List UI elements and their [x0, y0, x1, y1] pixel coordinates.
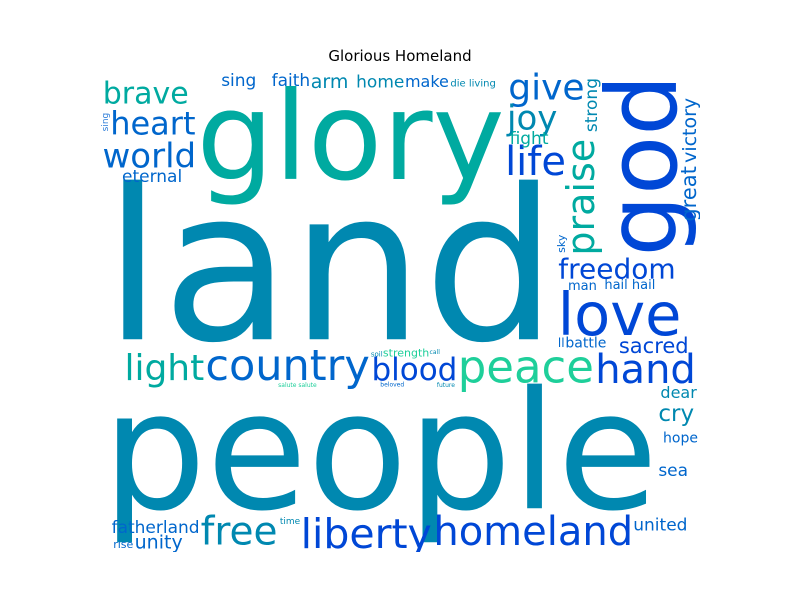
word-people-1: people: [102, 356, 658, 547]
word-god-6: god: [586, 74, 699, 257]
word-sing-42: sing: [221, 72, 256, 91]
word-land-0: land: [104, 144, 557, 389]
word-die-living-52: die living: [450, 78, 495, 89]
word-call-82: call: [430, 349, 441, 356]
word-joy-30: joy: [506, 98, 557, 138]
word-hope-58: hope: [663, 430, 698, 446]
word-soil-74: soil: [371, 350, 383, 358]
word-fatherland-11: fatherland: [112, 518, 200, 538]
word-freedom-13: freedom: [558, 253, 675, 286]
word-hail-hail-51: hail hail: [604, 278, 655, 293]
word-praise-21: praise: [559, 139, 603, 256]
word-great-43: great: [677, 166, 700, 222]
word-light-25: light: [124, 348, 204, 389]
word-hand-16: hand: [595, 347, 696, 393]
word-rise-61: rise: [113, 538, 133, 551]
word-brave-23: brave: [103, 77, 189, 112]
word-victory-39: victory: [679, 98, 700, 163]
word-future-75: future: [437, 382, 455, 389]
word-glory-2: glory: [196, 72, 504, 208]
word-time-60: time: [280, 517, 301, 527]
word-cry-32: cry: [658, 401, 694, 427]
word-world-12: world: [103, 137, 197, 177]
word-heart-7: heart: [110, 105, 195, 143]
word-arm-29: arm: [311, 72, 349, 93]
word-love-8: love: [558, 280, 682, 349]
word-sacred-19: sacred: [619, 334, 689, 358]
word-make-50: make: [405, 72, 449, 91]
word-beloved-71: beloved: [380, 382, 404, 389]
word-sky-46: sky: [555, 234, 568, 253]
word-united-20: united: [633, 516, 687, 536]
word-fight-53: fight: [510, 129, 549, 149]
word-eternal-24: eternal: [122, 167, 182, 187]
word-strong-41: strong: [582, 78, 602, 132]
word-unity-38: unity: [135, 531, 183, 552]
word-faith-54: faith: [272, 72, 311, 91]
word-dear-31: dear: [660, 383, 697, 402]
word-battle-27: battle: [565, 336, 606, 352]
word-free-5: free: [201, 509, 278, 552]
word-life-15: life: [505, 139, 566, 185]
word-give-28: give: [508, 72, 584, 109]
word-homeland-4: homeland: [433, 509, 633, 552]
word-sea-59: sea: [658, 461, 688, 481]
word-sing-174: sing: [101, 113, 111, 132]
word-country-3: country: [205, 341, 369, 391]
word-home-17: home: [356, 72, 404, 92]
word-liberty-10: liberty: [301, 510, 432, 552]
chart-title: Glorious Homeland: [328, 47, 472, 65]
word-blood-18: blood: [371, 352, 457, 388]
word-salute-salute-72: salute salute: [278, 382, 317, 389]
word-man-33: man: [568, 279, 597, 294]
word-peace-9: peace: [458, 340, 594, 393]
word-ll-101: ll: [558, 336, 565, 350]
word-strength-56: strength: [383, 347, 429, 360]
